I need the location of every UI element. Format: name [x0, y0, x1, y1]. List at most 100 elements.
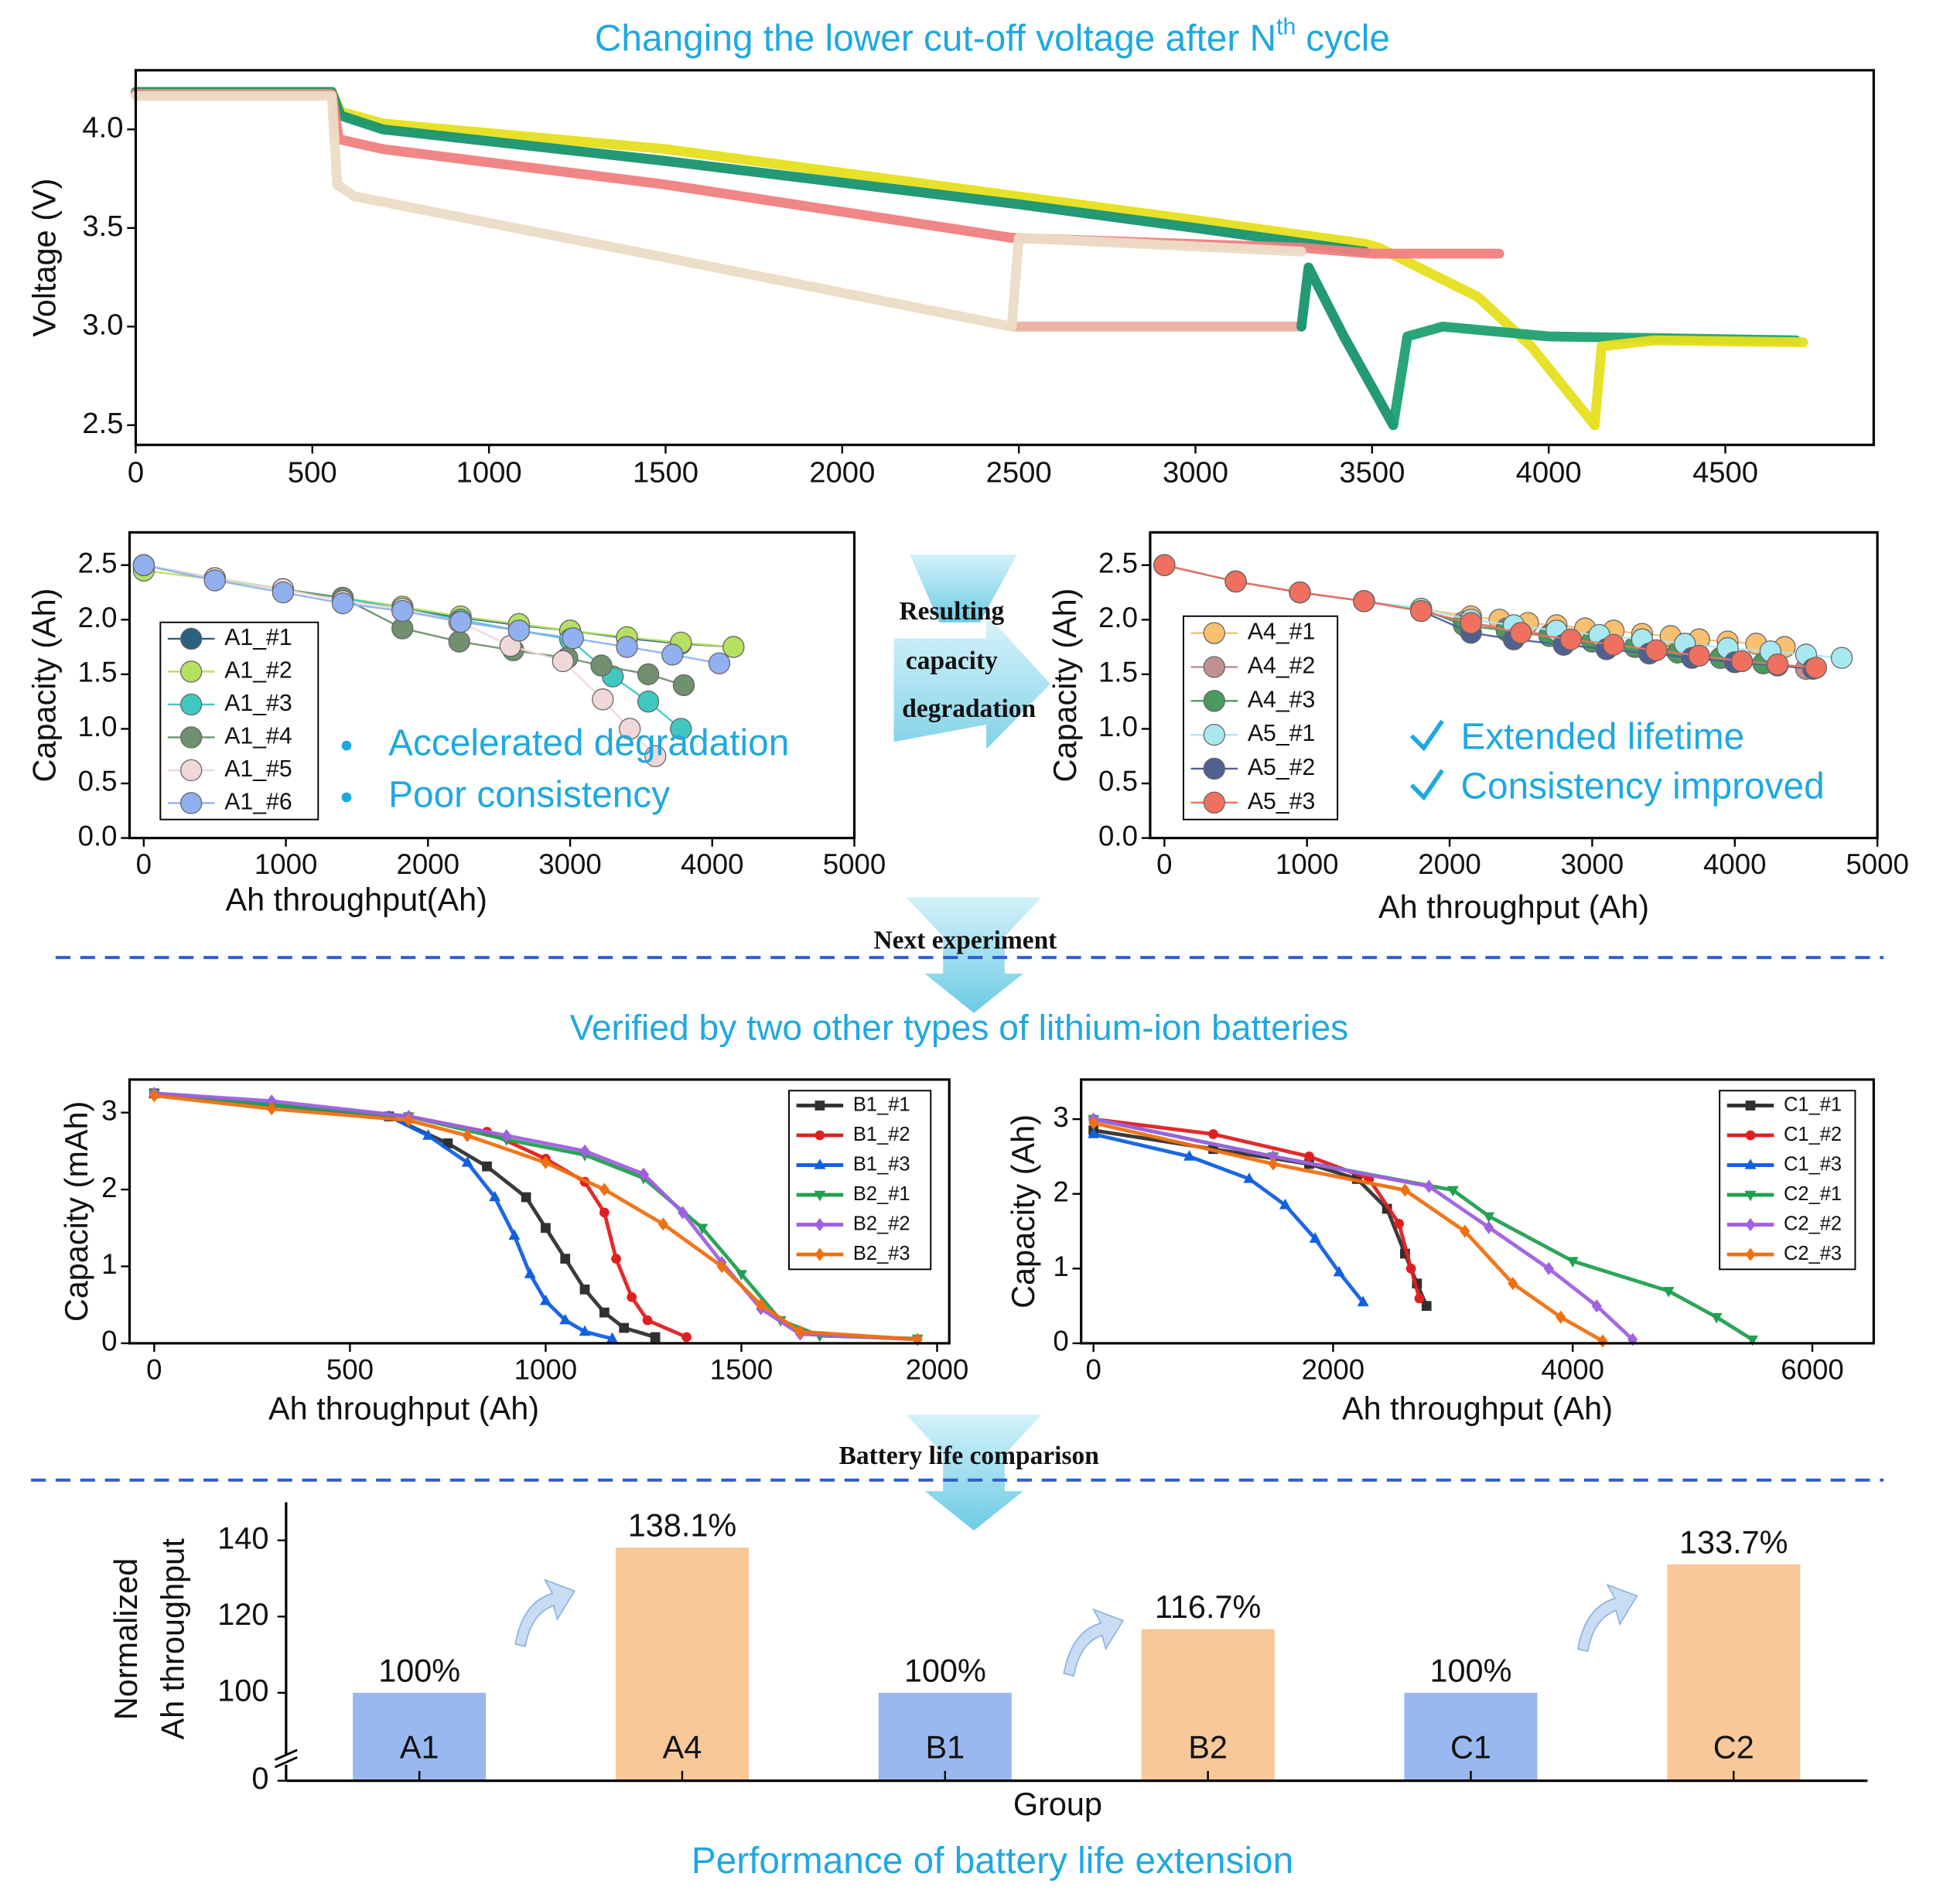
- legend-label: A1_#1: [224, 625, 292, 650]
- data-point: [1556, 1310, 1566, 1324]
- data-point: [696, 1223, 709, 1235]
- legend-label: A4_#2: [1248, 653, 1316, 678]
- data-point: [1183, 1150, 1196, 1161]
- title-text: Changing the lower cut-off voltage after…: [595, 18, 1276, 59]
- legend-label: B1_#2: [853, 1124, 910, 1145]
- x-tick-label: 500: [288, 456, 337, 490]
- legend-marker: [179, 792, 203, 814]
- series-line: [1388, 321, 1802, 431]
- data-point: [449, 610, 472, 633]
- data-point: [1747, 1335, 1759, 1346]
- data-point: [1591, 1299, 1602, 1313]
- x-tick-label: 2000: [809, 456, 875, 490]
- legend-box: [788, 1090, 932, 1271]
- data-point: [1289, 581, 1311, 604]
- x-tick-label: 5000: [823, 848, 886, 880]
- value-label: 100%: [904, 1652, 986, 1688]
- data-point: [1309, 1232, 1321, 1243]
- legend-marker: [1745, 1100, 1756, 1111]
- axis-break: [274, 1749, 298, 1761]
- data-point: [616, 636, 638, 658]
- x-tick-label: 3500: [1339, 456, 1405, 490]
- legend-box: [1183, 615, 1339, 821]
- data-point: [579, 1325, 591, 1336]
- data-point: [1423, 1179, 1434, 1193]
- y-tick-label: 0.0: [1098, 820, 1138, 851]
- data-point: [590, 654, 613, 677]
- plot-frame: [134, 69, 1875, 446]
- x-tick-label: 3000: [1163, 456, 1228, 490]
- x-axis-label: Ah throughput(Ah): [225, 881, 487, 917]
- section-heading: Verified by two other types of lithium-i…: [570, 1007, 1349, 1047]
- data-point: [1088, 1128, 1100, 1138]
- x-tick-label: 4000: [1703, 848, 1767, 880]
- x-tick-label: 1000: [1276, 848, 1339, 880]
- legend-marker: [1203, 757, 1225, 780]
- data-point: [619, 1322, 630, 1333]
- data-point: [524, 1268, 536, 1278]
- data-point: [1484, 1220, 1494, 1234]
- data-point: [1353, 590, 1375, 612]
- x-axis-label: Ah throughput (Ah): [1378, 889, 1649, 925]
- data-point: [552, 650, 575, 673]
- data-point: [272, 581, 295, 604]
- legend-marker: [179, 627, 203, 650]
- curved-arrow: [514, 1578, 575, 1647]
- data-point: [541, 1223, 551, 1234]
- y-tick-label: 0.0: [78, 820, 118, 851]
- data-point: [1460, 1224, 1470, 1238]
- x-tick-label: 2000: [1418, 848, 1481, 880]
- data-point: [1730, 650, 1754, 673]
- data-point: [1208, 1129, 1218, 1139]
- x-tick-label: 0: [1085, 1353, 1101, 1385]
- data-point: [1405, 1263, 1416, 1274]
- legend-label: B2_#2: [853, 1213, 910, 1234]
- data-point: [1805, 657, 1828, 679]
- x-tick-label: 4000: [1541, 1353, 1604, 1385]
- legend-label: C1_#3: [1784, 1153, 1842, 1175]
- legend-marker: [1203, 656, 1225, 678]
- data-point: [735, 1270, 747, 1281]
- legend-marker: [815, 1247, 825, 1261]
- data-point: [1410, 599, 1433, 623]
- check-icon: [1409, 769, 1444, 801]
- data-point: [560, 1254, 571, 1264]
- data-point: [794, 1325, 805, 1339]
- bar: [615, 1547, 750, 1781]
- data-point: [644, 745, 667, 767]
- data-point: [670, 718, 692, 740]
- x-tick-label: 0: [136, 848, 152, 880]
- data-point: [1394, 1219, 1405, 1229]
- x-tick-label: 4000: [681, 848, 744, 880]
- annotation: Poor consistency: [388, 775, 670, 816]
- legend-marker: [815, 1130, 825, 1141]
- y-tick-label: 0.5: [78, 766, 118, 797]
- legend-label: C2_#2: [1784, 1213, 1842, 1234]
- data-point: [672, 674, 695, 697]
- x-axis-label: Ah throughput (Ah): [1342, 1390, 1613, 1427]
- arrow-shape: [906, 897, 1042, 1013]
- bar: [1404, 1692, 1538, 1781]
- data-point: [642, 1315, 653, 1326]
- arrow-shape: [893, 613, 1050, 749]
- data-point: [638, 1167, 649, 1181]
- legend-label: A1_#3: [224, 691, 292, 716]
- x-tick-label: 4500: [1692, 456, 1758, 490]
- x-tick-label: 1500: [633, 456, 698, 490]
- x-tick-label: 1000: [456, 456, 522, 490]
- arrow-label: Next experiment: [873, 926, 1057, 955]
- annotation: Accelerated degradation: [388, 723, 789, 764]
- bar: [1141, 1629, 1275, 1781]
- y-tick-label: 2.0: [78, 602, 118, 633]
- y-tick-label: 100: [217, 1674, 268, 1708]
- data-point: [677, 1206, 688, 1220]
- bullet: [341, 740, 352, 751]
- arrow-shape: [906, 1414, 1042, 1531]
- data-point: [599, 1182, 610, 1196]
- y-tick-label: 1.0: [1098, 711, 1138, 742]
- data-point: [1766, 653, 1789, 676]
- legend-marker: [1744, 1190, 1757, 1202]
- data-point: [611, 1254, 621, 1264]
- legend-box: [159, 621, 319, 821]
